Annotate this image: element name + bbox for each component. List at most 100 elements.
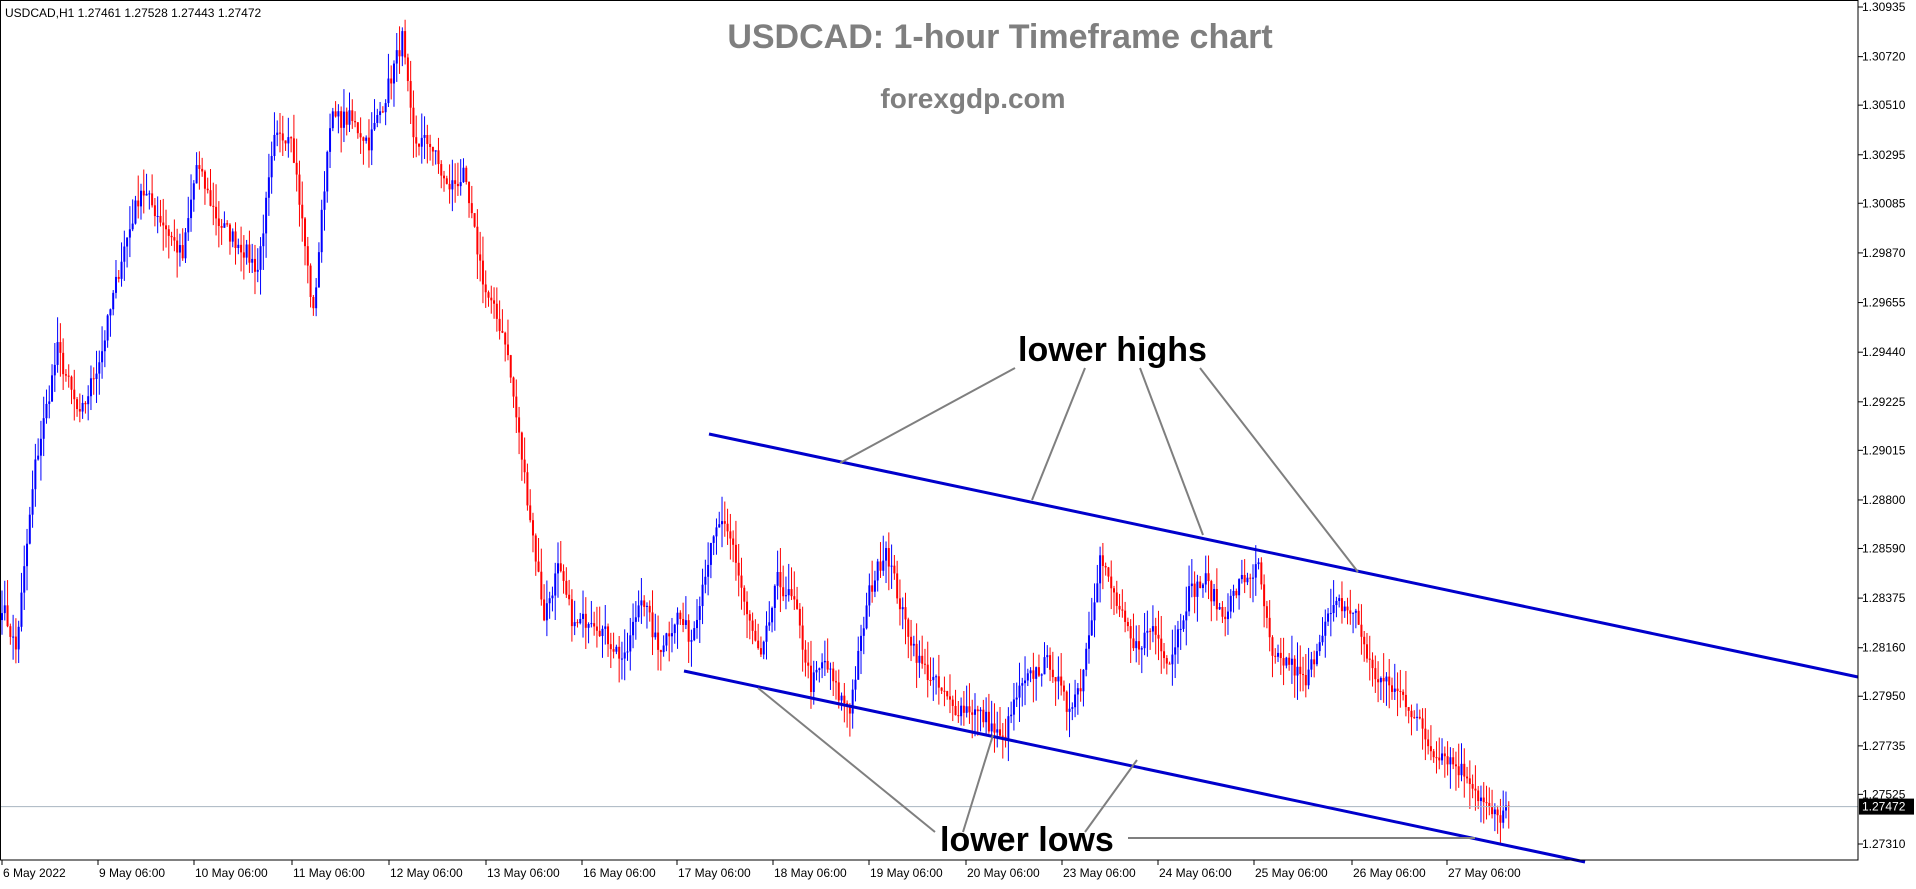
- candle-body: [1304, 674, 1307, 686]
- candle-body: [554, 573, 557, 596]
- candle-body: [1076, 688, 1079, 695]
- candle-body: [1302, 674, 1305, 676]
- candle-body: [259, 246, 262, 270]
- candle-body: [137, 200, 140, 207]
- candle-body: [506, 344, 509, 356]
- x-tick-label: 13 May 06:00: [487, 866, 560, 880]
- candle-body: [1474, 788, 1477, 791]
- candle-body: [1104, 565, 1107, 568]
- candle-body: [1354, 610, 1357, 613]
- candle-body: [1065, 691, 1068, 712]
- candle-body: [1221, 607, 1224, 617]
- candle-body: [1037, 667, 1040, 676]
- candle-body: [1018, 685, 1021, 698]
- candle-body: [89, 378, 92, 397]
- candle-body: [26, 543, 29, 567]
- candle-body: [937, 676, 940, 688]
- candle-body: [1149, 630, 1152, 632]
- candle-body: [51, 375, 54, 402]
- candle-body: [676, 612, 679, 625]
- x-tick-label: 9 May 06:00: [99, 866, 165, 880]
- candle-body: [557, 563, 559, 574]
- candle-body: [932, 676, 935, 681]
- candle-body: [584, 613, 587, 628]
- candle-body: [837, 682, 840, 701]
- candle-body: [1446, 756, 1449, 765]
- candle-body: [1190, 583, 1193, 587]
- candle-body: [1176, 629, 1179, 648]
- candle-body: [404, 31, 407, 58]
- candle-body: [387, 78, 390, 104]
- candle-body: [203, 171, 206, 189]
- candle-body: [1135, 641, 1138, 649]
- candle-body: [101, 351, 104, 363]
- candle-body: [982, 709, 985, 723]
- candle-body: [1115, 592, 1118, 606]
- candle-body: [351, 110, 354, 122]
- candle-body: [217, 218, 220, 227]
- candle-body: [437, 150, 440, 165]
- candle-body: [860, 635, 863, 651]
- candle-body: [648, 605, 651, 613]
- candle-body: [1296, 666, 1299, 676]
- candle-body: [1101, 555, 1104, 566]
- candle-body: [1035, 667, 1038, 679]
- candle-body: [1249, 577, 1252, 579]
- candle-body: [971, 712, 974, 715]
- x-tick-label: 10 May 06:00: [195, 866, 268, 880]
- candle-body: [140, 190, 142, 207]
- candle-body: [329, 128, 332, 152]
- candle-body: [921, 655, 924, 664]
- candle-body: [1124, 610, 1127, 622]
- candle-body: [843, 695, 846, 704]
- candle-body: [1218, 607, 1221, 610]
- candle-body: [1471, 784, 1474, 789]
- candle-body: [1168, 663, 1171, 665]
- candle-body: [890, 565, 893, 567]
- candle-body: [587, 624, 590, 628]
- candle-body: [1118, 605, 1121, 610]
- candle-body: [637, 605, 640, 618]
- candle-body: [865, 605, 868, 629]
- candle-body: [582, 613, 585, 619]
- candle-body: [796, 599, 799, 609]
- candle-body: [910, 636, 913, 646]
- candle-body: [754, 630, 757, 641]
- candle-body: [1496, 809, 1499, 816]
- candle-body: [623, 652, 626, 659]
- x-tick-label: 6 May 2022: [3, 866, 66, 880]
- candle-body: [392, 63, 395, 84]
- candle-body: [537, 561, 540, 572]
- candle-body: [773, 585, 776, 608]
- candle-body: [265, 197, 268, 234]
- candle-body: [696, 619, 698, 629]
- candle-body: [37, 455, 40, 460]
- candle-body: [954, 705, 957, 716]
- channel-lines: [683, 432, 1859, 864]
- candle-body: [923, 663, 926, 665]
- candle-body: [1485, 802, 1488, 804]
- candle-body: [48, 401, 51, 404]
- candle-body: [907, 619, 910, 637]
- candle-body: [765, 625, 768, 642]
- candle-body: [960, 705, 963, 717]
- lower-low-pointer: [757, 687, 936, 833]
- y-tick-label: 1.29225: [1862, 395, 1906, 409]
- candle-body: [1001, 735, 1004, 737]
- candle-body: [1138, 641, 1141, 650]
- candle-body: [1504, 805, 1507, 811]
- candle-body: [76, 399, 79, 410]
- candle-body: [1129, 626, 1132, 639]
- candle-body: [159, 215, 162, 223]
- candle-body: [178, 245, 181, 253]
- candle-body: [106, 315, 109, 341]
- candle-body: [562, 571, 565, 581]
- candle-body: [512, 377, 515, 397]
- candle-body: [1029, 670, 1032, 674]
- candle-body: [17, 626, 20, 650]
- candle-body: [248, 244, 251, 263]
- candle-body: [1315, 651, 1318, 665]
- candle-body: [1399, 691, 1402, 693]
- candle-body: [985, 711, 988, 723]
